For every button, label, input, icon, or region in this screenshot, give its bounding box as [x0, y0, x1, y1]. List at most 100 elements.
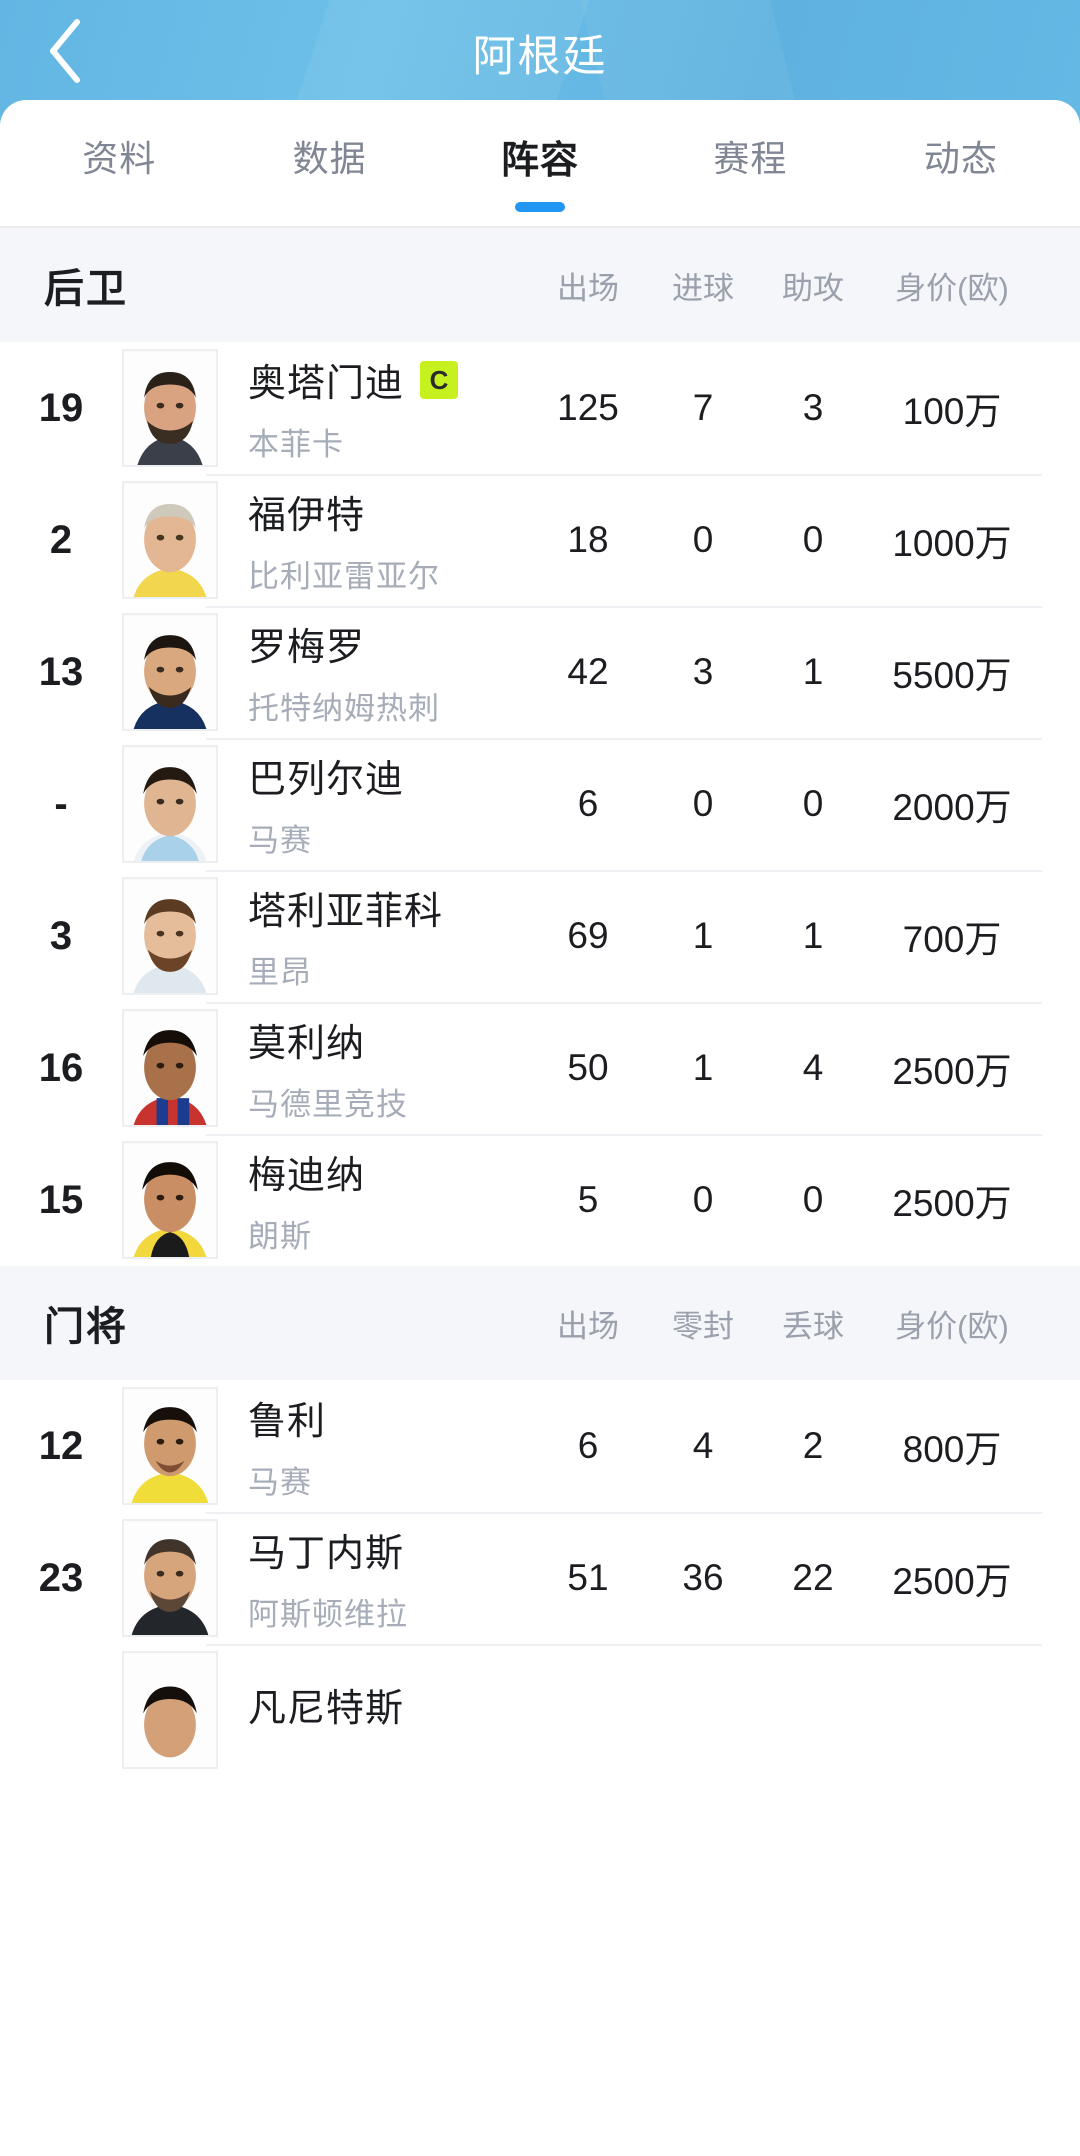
tab-shuju[interactable]: 数据	[224, 114, 434, 198]
player-info: 鲁利 马赛	[218, 1390, 528, 1502]
player-name: 鲁利	[248, 1401, 327, 1443]
goalkeeper-list: 12 鲁利 马赛 6 4	[0, 1380, 1080, 1776]
player-name: 凡尼特斯	[248, 1687, 405, 1730]
player-number: 2	[49, 517, 73, 562]
player-club: 本菲卡	[248, 427, 344, 462]
stat-goals: 1	[692, 915, 714, 956]
stat-appearances: 125	[557, 387, 619, 428]
player-number: 15	[38, 1177, 84, 1222]
stat-assists: 4	[802, 1047, 824, 1088]
player-avatar	[122, 613, 218, 731]
player-name: 梅迪纳	[248, 1155, 366, 1197]
column-header-cleansheets: 零封	[672, 1308, 734, 1344]
player-stats: 6 0 0 2000万	[528, 777, 1080, 831]
player-row[interactable]: 凡尼特斯	[0, 1644, 1080, 1776]
player-avatar	[122, 481, 218, 599]
player-club: 马赛	[248, 823, 312, 858]
stat-value: 700万	[902, 919, 1002, 960]
column-header-value: 身价(欧)	[895, 1308, 1009, 1344]
player-name-line: 塔利亚菲科	[248, 880, 528, 935]
player-row[interactable]: 12 鲁利 马赛 6 4	[0, 1380, 1080, 1512]
column-header-conceded: 丢球	[782, 1308, 844, 1344]
section-header-defenders: 后卫 出场 进球 助攻 身价(欧)	[0, 228, 1080, 342]
player-name-line: 奥塔门迪 C	[248, 352, 528, 407]
player-row[interactable]: 16 莫利纳 马德里竞技 50	[0, 1002, 1080, 1134]
stat-assists: 0	[802, 519, 824, 560]
player-name-line: 凡尼特斯	[248, 1677, 528, 1732]
stat-appearances: 42	[567, 651, 609, 692]
player-name: 罗梅罗	[248, 627, 366, 669]
player-avatar	[122, 1009, 218, 1127]
player-name: 巴列尔迪	[248, 759, 405, 801]
player-club: 阿斯顿维拉	[248, 1597, 408, 1632]
stat-assists: 1	[802, 915, 824, 956]
tab-label: 数据	[292, 138, 367, 179]
back-button[interactable]	[22, 8, 108, 94]
stat-appearances: 51	[567, 1557, 609, 1598]
tab-bar: 资料 数据 阵容 赛程 动态	[0, 100, 1080, 212]
stat-appearances: 6	[577, 783, 599, 824]
player-name: 奥塔门迪	[248, 363, 405, 405]
tab-ziliao[interactable]: 资料	[14, 114, 224, 198]
tab-dongtai[interactable]: 动态	[856, 114, 1066, 198]
player-info: 凡尼特斯	[218, 1677, 528, 1744]
player-name-line: 莫利纳	[248, 1012, 528, 1067]
tab-label: 动态	[923, 138, 998, 179]
captain-badge: C	[420, 360, 459, 399]
player-row[interactable]: - 巴列尔迪 马赛 6 0	[0, 738, 1080, 870]
stat-appearances: 5	[577, 1179, 599, 1220]
player-row[interactable]: 2 福伊特 比利亚雷亚尔 18 0 0	[0, 474, 1080, 606]
column-header-appearances: 出场	[557, 1308, 619, 1344]
tab-bar-sheet: 资料 数据 阵容 赛程 动态 后卫 出场 进球 助攻 身价(欧)	[0, 100, 1080, 1776]
stat-conceded: 22	[792, 1557, 834, 1598]
player-club: 朗斯	[248, 1219, 312, 1254]
stat-goals: 0	[692, 519, 714, 560]
player-avatar	[122, 1141, 218, 1259]
player-number: 3	[49, 913, 73, 958]
section-header-goalkeepers: 门将 出场 零封 丢球 身价(欧)	[0, 1266, 1080, 1380]
tab-saicheng[interactable]: 赛程	[645, 114, 855, 198]
player-row[interactable]: 23 马丁内斯 阿斯顿维拉 51 3	[0, 1512, 1080, 1644]
section-title: 门将	[44, 1305, 128, 1349]
stat-value: 1000万	[892, 523, 1012, 564]
player-info: 罗梅罗 托特纳姆热刺	[218, 616, 528, 728]
player-stats: 18 0 0 1000万	[528, 513, 1080, 567]
player-number: -	[54, 781, 68, 826]
page-title: 阿根廷	[472, 33, 608, 81]
stat-value: 2000万	[892, 787, 1012, 828]
player-row[interactable]: 3 塔利亚菲科 里昂 69 1	[0, 870, 1080, 1002]
stat-goals: 3	[692, 651, 714, 692]
stat-value: 2500万	[892, 1051, 1012, 1092]
player-name-line: 鲁利	[248, 1390, 528, 1445]
column-header-goals: 进球	[672, 270, 734, 306]
player-number: 16	[38, 1045, 84, 1090]
stat-appearances: 50	[567, 1047, 609, 1088]
player-number: 23	[38, 1555, 84, 1600]
stat-goals: 1	[692, 1047, 714, 1088]
stat-assists: 3	[802, 387, 824, 428]
stat-appearances: 6	[577, 1425, 599, 1466]
player-stats: 50 1 4 2500万	[528, 1041, 1080, 1095]
stat-appearances: 18	[567, 519, 609, 560]
player-avatar	[122, 1519, 218, 1637]
column-header-assists: 助攻	[782, 270, 844, 306]
player-info: 塔利亚菲科 里昂	[218, 880, 528, 992]
tab-label: 阵容	[501, 139, 580, 182]
column-headers: 出场 进球 助攻 身价(欧)	[528, 263, 1036, 308]
stat-conceded: 2	[802, 1425, 824, 1466]
stat-assists: 0	[802, 783, 824, 824]
player-row[interactable]: 13 罗梅罗 托特纳姆热刺 42 3	[0, 606, 1080, 738]
player-info: 奥塔门迪 C 本菲卡	[218, 352, 528, 464]
player-row[interactable]: 15 梅迪纳 朗斯 5 0	[0, 1134, 1080, 1266]
chevron-left-icon	[43, 16, 87, 86]
stat-value: 5500万	[892, 655, 1012, 696]
player-avatar	[122, 349, 218, 467]
column-header-appearances: 出场	[557, 270, 619, 306]
player-name: 马丁内斯	[248, 1533, 405, 1575]
player-stats: 5 0 0 2500万	[528, 1173, 1080, 1227]
tab-zhenrong[interactable]: 阵容	[435, 114, 645, 212]
player-name-line: 巴列尔迪	[248, 748, 528, 803]
tab-underline	[515, 202, 566, 212]
player-name-line: 马丁内斯	[248, 1522, 528, 1577]
player-row[interactable]: 19 奥塔门迪 C 本菲卡 12	[0, 342, 1080, 474]
